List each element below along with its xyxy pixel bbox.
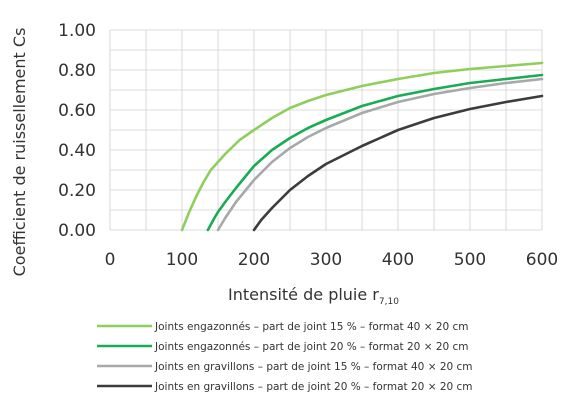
legend-label-2: Joints engazonnés – part de joint 20 % –…	[154, 341, 469, 353]
series-layer	[180, 61, 544, 232]
y-tick-label: 0.80	[58, 61, 96, 81]
series-line-4	[252, 94, 544, 232]
x-tick-label: 400	[382, 250, 414, 270]
legend: Joints engazonnés – part de joint 15 % –…	[97, 321, 473, 393]
y-tick-label: 0.00	[58, 221, 96, 241]
series-line-2	[206, 73, 544, 232]
y-axis-title: Coefficient de ruissellement Cs	[10, 28, 29, 277]
x-tick-label: 100	[166, 250, 198, 270]
x-axis-title: Intensité de pluie r7,10	[228, 285, 399, 307]
grid-layer	[109, 29, 543, 231]
legend-label-1: Joints engazonnés – part de joint 15 % –…	[154, 321, 469, 333]
legend-label-3: Joints en gravillons – part de joint 15 …	[154, 361, 473, 373]
series-line-1	[180, 61, 544, 232]
x-tick-label: 200	[238, 250, 270, 270]
x-tick-label: 0	[105, 250, 116, 270]
y-tick-label: 0.40	[58, 141, 96, 161]
x-axis-title-main: Intensité de pluie r	[228, 285, 379, 304]
axis-layer: 0.00 0.20 0.40 0.60 0.80 1.00 0 100 200 300 400 500…	[58, 21, 558, 270]
y-tick-label: 0.20	[58, 181, 96, 201]
y-tick-label: 0.60	[58, 101, 96, 121]
series-line-3	[216, 77, 544, 232]
y-tick-label: 1.00	[58, 21, 96, 41]
x-axis-title-subscript: 7,10	[379, 297, 399, 307]
x-tick-label: 300	[310, 250, 342, 270]
legend-label-4: Joints en gravillons – part de joint 20 …	[154, 381, 473, 393]
x-tick-label: 500	[454, 250, 486, 270]
x-tick-label: 600	[526, 250, 558, 270]
